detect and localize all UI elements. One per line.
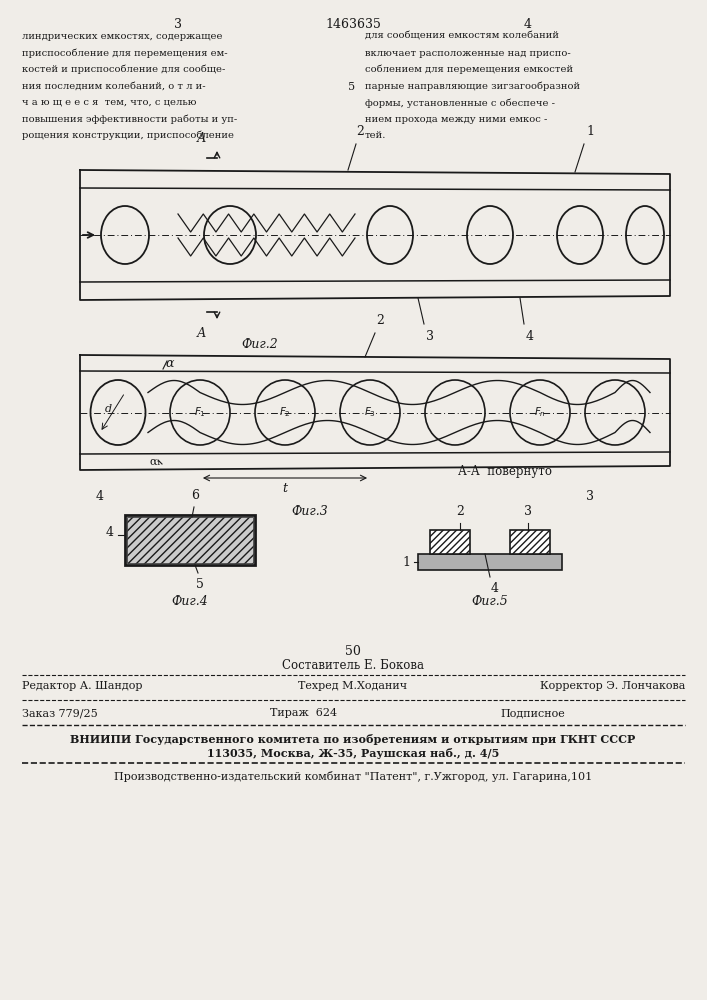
Text: $F_2$: $F_2$ (279, 406, 291, 419)
Text: формы, установленные с обеспече -: формы, установленные с обеспече - (365, 98, 555, 107)
Text: парные направляющие зигзагообразной: парные направляющие зигзагообразной (365, 82, 580, 91)
Text: 1463635: 1463635 (325, 18, 381, 31)
Text: 3: 3 (524, 505, 532, 518)
Text: 1: 1 (402, 556, 410, 568)
Text: А: А (197, 327, 206, 340)
Text: Фиг.2: Фиг.2 (242, 338, 279, 351)
Text: Тираж  624: Тираж 624 (270, 708, 337, 718)
Text: Фиг.4: Фиг.4 (172, 595, 209, 608)
Text: 4: 4 (106, 526, 114, 538)
Text: α: α (165, 357, 174, 370)
Text: $F_n$: $F_n$ (534, 406, 546, 419)
Text: 5: 5 (196, 578, 204, 591)
Text: костей и приспособление для сообще-: костей и приспособление для сообще- (22, 65, 226, 75)
Text: ния последним колебаний, о т л и-: ния последним колебаний, о т л и- (22, 82, 206, 91)
Text: $F_1$: $F_1$ (194, 406, 206, 419)
Text: 3: 3 (426, 330, 434, 343)
Text: Подписное: Подписное (500, 708, 565, 718)
FancyBboxPatch shape (430, 530, 470, 554)
Text: 50: 50 (345, 645, 361, 658)
Text: 2: 2 (456, 505, 464, 518)
FancyBboxPatch shape (418, 554, 562, 570)
Text: А-А  повернуто: А-А повернуто (458, 465, 552, 478)
Text: $F_3$: $F_3$ (364, 406, 376, 419)
Text: включает расположенные над приспо-: включает расположенные над приспо- (365, 48, 571, 57)
Text: 5: 5 (349, 82, 356, 92)
Text: ч а ю щ е е с я  тем, что, с целью: ч а ю щ е е с я тем, что, с целью (22, 98, 197, 107)
Text: 4: 4 (96, 490, 104, 503)
FancyBboxPatch shape (127, 517, 253, 563)
Text: Редактор А. Шандор: Редактор А. Шандор (22, 681, 143, 691)
FancyBboxPatch shape (125, 515, 255, 565)
Text: Корректор Э. Лончакова: Корректор Э. Лончакова (539, 681, 685, 691)
Text: d: d (105, 403, 112, 414)
FancyBboxPatch shape (510, 530, 550, 554)
Text: 4: 4 (491, 582, 499, 595)
Text: Фиг.5: Фиг.5 (472, 595, 508, 608)
Text: Фиг.3: Фиг.3 (291, 505, 328, 518)
Text: Производственно-издательский комбинат "Патент", г.Ужгород, ул. Гагарина,101: Производственно-издательский комбинат "П… (114, 771, 592, 782)
Text: соблением для перемещения емкостей: соблением для перемещения емкостей (365, 65, 573, 75)
Text: 6: 6 (191, 489, 199, 502)
Text: 3: 3 (586, 490, 594, 503)
Text: 4: 4 (526, 330, 534, 343)
Text: t: t (283, 482, 288, 495)
Text: тей.: тей. (365, 131, 386, 140)
Text: для сообщения емкостям колебаний: для сообщения емкостям колебаний (365, 32, 559, 41)
Text: приспособление для перемещения ем-: приспособление для перемещения ем- (22, 48, 228, 58)
Text: 3: 3 (174, 18, 182, 31)
Text: 4: 4 (524, 18, 532, 31)
Text: Техред М.Ходанич: Техред М.Ходанич (298, 681, 407, 691)
Text: нием прохода между ними емкос -: нием прохода между ними емкос - (365, 114, 547, 123)
Text: 1: 1 (586, 125, 594, 138)
Text: рощения конструкции, приспособление: рощения конструкции, приспособление (22, 131, 234, 140)
Text: Составитель Е. Бокова: Составитель Е. Бокова (282, 659, 424, 672)
Text: 113035, Москва, Ж-35, Раушская наб., д. 4/5: 113035, Москва, Ж-35, Раушская наб., д. … (207, 748, 499, 759)
Text: 2: 2 (356, 125, 364, 138)
Text: 2: 2 (376, 314, 384, 327)
Text: повышения эффективности работы и уп-: повышения эффективности работы и уп- (22, 114, 238, 124)
Text: линдрических емкостях, содержащее: линдрических емкостях, содержащее (22, 32, 223, 41)
Text: α₁: α₁ (149, 457, 161, 467)
Text: ВНИИПИ Государственного комитета по изобретениям и открытиям при ГКНТ СССР: ВНИИПИ Государственного комитета по изоб… (71, 734, 636, 745)
Text: А: А (197, 132, 206, 145)
Text: Заказ 779/25: Заказ 779/25 (22, 708, 98, 718)
